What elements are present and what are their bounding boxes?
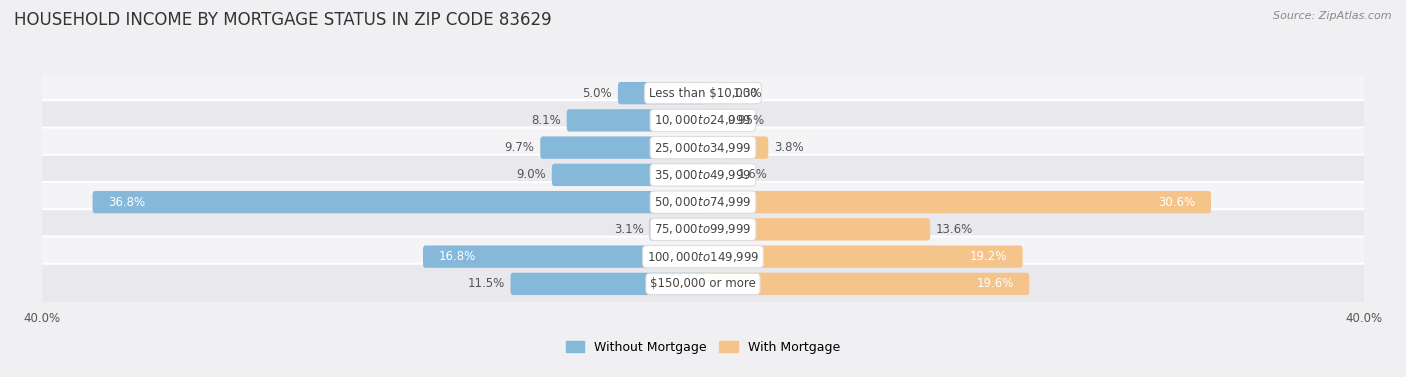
Text: 5.0%: 5.0% xyxy=(582,87,612,100)
FancyBboxPatch shape xyxy=(700,191,1211,213)
Text: 3.8%: 3.8% xyxy=(775,141,804,154)
Text: 30.6%: 30.6% xyxy=(1159,196,1195,208)
FancyBboxPatch shape xyxy=(37,182,1369,222)
FancyBboxPatch shape xyxy=(700,82,727,104)
FancyBboxPatch shape xyxy=(37,127,1369,168)
Text: $35,000 to $49,999: $35,000 to $49,999 xyxy=(654,168,752,182)
FancyBboxPatch shape xyxy=(540,136,706,159)
FancyBboxPatch shape xyxy=(700,273,1029,295)
FancyBboxPatch shape xyxy=(510,273,706,295)
Text: $25,000 to $34,999: $25,000 to $34,999 xyxy=(654,141,752,155)
Text: $50,000 to $74,999: $50,000 to $74,999 xyxy=(654,195,752,209)
Text: 3.1%: 3.1% xyxy=(614,223,644,236)
Text: 1.6%: 1.6% xyxy=(738,169,768,181)
FancyBboxPatch shape xyxy=(37,236,1369,277)
Text: 11.5%: 11.5% xyxy=(468,277,505,290)
Text: 16.8%: 16.8% xyxy=(439,250,475,263)
Legend: Without Mortgage, With Mortgage: Without Mortgage, With Mortgage xyxy=(561,336,845,359)
Text: 1.3%: 1.3% xyxy=(733,87,762,100)
Text: 19.2%: 19.2% xyxy=(970,250,1007,263)
FancyBboxPatch shape xyxy=(37,100,1369,141)
FancyBboxPatch shape xyxy=(37,264,1369,304)
Text: Source: ZipAtlas.com: Source: ZipAtlas.com xyxy=(1274,11,1392,21)
FancyBboxPatch shape xyxy=(700,245,1022,268)
FancyBboxPatch shape xyxy=(700,218,931,241)
FancyBboxPatch shape xyxy=(650,218,706,241)
FancyBboxPatch shape xyxy=(617,82,706,104)
Text: 8.1%: 8.1% xyxy=(531,114,561,127)
Text: HOUSEHOLD INCOME BY MORTGAGE STATUS IN ZIP CODE 83629: HOUSEHOLD INCOME BY MORTGAGE STATUS IN Z… xyxy=(14,11,551,29)
Text: Less than $10,000: Less than $10,000 xyxy=(648,87,758,100)
Text: $150,000 or more: $150,000 or more xyxy=(650,277,756,290)
Text: $75,000 to $99,999: $75,000 to $99,999 xyxy=(654,222,752,236)
FancyBboxPatch shape xyxy=(700,136,768,159)
Text: 19.6%: 19.6% xyxy=(976,277,1014,290)
Text: 36.8%: 36.8% xyxy=(108,196,145,208)
FancyBboxPatch shape xyxy=(551,164,706,186)
Text: 0.95%: 0.95% xyxy=(727,114,763,127)
FancyBboxPatch shape xyxy=(37,73,1369,113)
FancyBboxPatch shape xyxy=(37,155,1369,195)
FancyBboxPatch shape xyxy=(700,164,733,186)
FancyBboxPatch shape xyxy=(567,109,706,132)
Text: $100,000 to $149,999: $100,000 to $149,999 xyxy=(647,250,759,264)
FancyBboxPatch shape xyxy=(93,191,706,213)
Text: 9.0%: 9.0% xyxy=(516,169,546,181)
Text: 13.6%: 13.6% xyxy=(936,223,973,236)
Text: $10,000 to $24,999: $10,000 to $24,999 xyxy=(654,113,752,127)
FancyBboxPatch shape xyxy=(37,209,1369,250)
FancyBboxPatch shape xyxy=(423,245,706,268)
FancyBboxPatch shape xyxy=(700,109,721,132)
Text: 9.7%: 9.7% xyxy=(505,141,534,154)
